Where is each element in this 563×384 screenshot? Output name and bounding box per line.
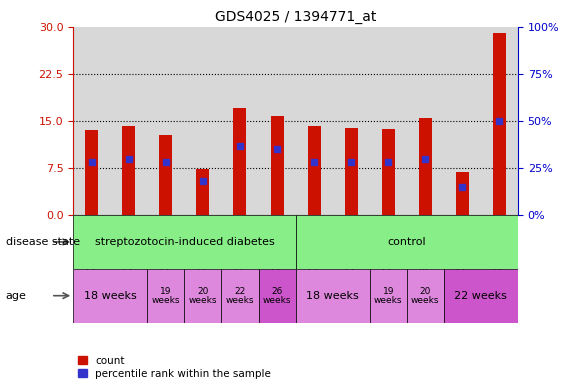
FancyBboxPatch shape [444,215,481,265]
Bar [110,27,148,215]
Bar [444,27,481,215]
FancyBboxPatch shape [73,269,148,323]
Bar [345,129,358,215]
FancyBboxPatch shape [333,215,370,265]
Text: 18 weeks: 18 weeks [306,291,359,301]
Bar [185,27,221,215]
Bar [258,27,296,215]
FancyBboxPatch shape [370,269,406,323]
Text: GSM317234: GSM317234 [310,217,319,272]
FancyBboxPatch shape [110,215,148,265]
Text: 19
weeks: 19 weeks [374,287,403,305]
Bar [382,129,395,215]
Text: GSM317237: GSM317237 [495,217,504,272]
FancyBboxPatch shape [258,215,296,265]
Bar [307,126,320,215]
Text: 20
weeks: 20 weeks [189,287,217,305]
Text: GSM317264: GSM317264 [347,217,356,272]
Text: GSM317231: GSM317231 [235,217,244,272]
FancyBboxPatch shape [221,269,258,323]
Text: age: age [6,291,26,301]
Bar [271,116,284,215]
Text: GSM317177: GSM317177 [421,217,430,273]
FancyBboxPatch shape [73,215,296,269]
FancyBboxPatch shape [296,269,370,323]
Bar [73,27,110,215]
Text: 22
weeks: 22 weeks [226,287,254,305]
Bar [122,126,135,215]
FancyBboxPatch shape [370,215,406,265]
Text: streptozotocin-induced diabetes: streptozotocin-induced diabetes [95,237,274,247]
Text: GSM317266: GSM317266 [384,217,393,272]
Bar [493,33,506,215]
Text: 20
weeks: 20 weeks [411,287,440,305]
FancyBboxPatch shape [296,215,518,269]
Bar [234,108,247,215]
Text: 26
weeks: 26 weeks [263,287,291,305]
FancyBboxPatch shape [444,269,518,323]
FancyBboxPatch shape [296,215,333,265]
Bar [159,135,172,215]
Title: GDS4025 / 1394771_at: GDS4025 / 1394771_at [215,10,376,25]
FancyBboxPatch shape [73,215,110,265]
Text: GSM317233: GSM317233 [458,217,467,272]
FancyBboxPatch shape [406,215,444,265]
FancyBboxPatch shape [221,215,258,265]
FancyBboxPatch shape [406,269,444,323]
Text: GSM317235: GSM317235 [87,217,96,272]
FancyBboxPatch shape [148,215,185,265]
Bar [456,172,469,215]
Bar [406,27,444,215]
Text: 22 weeks: 22 weeks [454,291,507,301]
Bar [333,27,370,215]
Bar [196,169,209,215]
FancyBboxPatch shape [185,215,221,265]
Bar [296,27,333,215]
Legend: count, percentile rank within the sample: count, percentile rank within the sample [78,356,271,379]
Bar [221,27,258,215]
Text: 19
weeks: 19 weeks [151,287,180,305]
FancyBboxPatch shape [185,269,221,323]
FancyBboxPatch shape [258,269,296,323]
Text: GSM317232: GSM317232 [198,217,207,272]
Bar [419,118,432,215]
Text: GSM317265: GSM317265 [162,217,171,272]
Text: GSM317267: GSM317267 [124,217,133,272]
Bar [148,27,185,215]
Bar [85,131,98,215]
Text: disease state: disease state [6,237,80,247]
Bar [370,27,406,215]
Bar [481,27,518,215]
FancyBboxPatch shape [148,269,185,323]
Text: GSM317236: GSM317236 [272,217,282,272]
FancyBboxPatch shape [481,215,518,265]
Text: 18 weeks: 18 weeks [84,291,137,301]
Text: control: control [387,237,426,247]
